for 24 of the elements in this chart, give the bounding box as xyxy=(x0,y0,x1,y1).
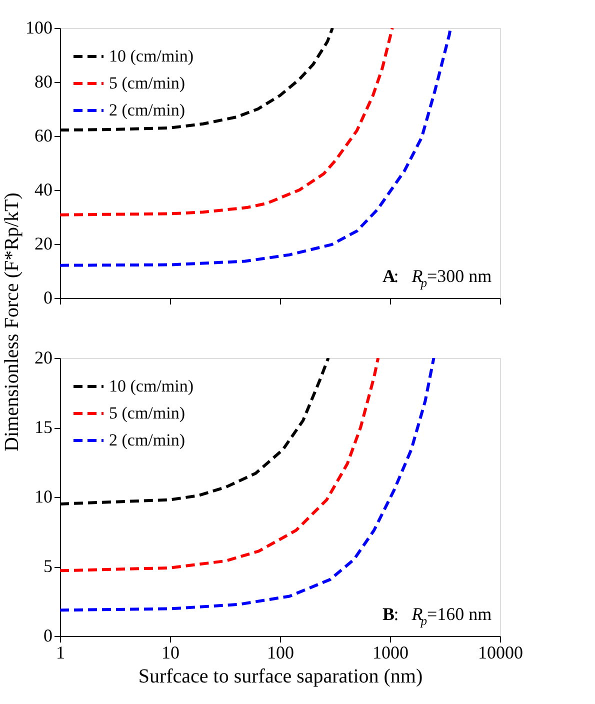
y-tick-label: 5 xyxy=(44,556,52,576)
x-tick-label: 1 xyxy=(56,642,65,662)
y-tick-label: 0 xyxy=(44,288,52,308)
y-tick-label: 60 xyxy=(34,126,52,146)
y-tick-label: 10 xyxy=(34,486,52,506)
y-tick-label: 20 xyxy=(34,348,52,368)
y-tick-label: 0 xyxy=(44,626,52,646)
legend-label: 10 (cm/min) xyxy=(109,46,194,66)
x-tick-label: 10000 xyxy=(478,642,523,662)
x-tick-label: 10 xyxy=(162,642,180,662)
y-tick-label: 15 xyxy=(34,417,52,437)
y-tick-label: 80 xyxy=(34,72,52,92)
legend-label: 5 (cm/min) xyxy=(109,74,186,92)
legend-label: 2 (cm/min) xyxy=(109,100,186,120)
y-axis-title: Dimensionless Force (F*Rp/kT) xyxy=(1,192,23,452)
x-axis-title: Surfcace to surface saparation (nm) xyxy=(138,666,423,688)
legend-label: 2 (cm/min) xyxy=(109,430,186,450)
legend-label: 10 (cm/min) xyxy=(109,376,194,396)
y-tick-label: 40 xyxy=(34,180,52,200)
x-tick-label: 100 xyxy=(267,642,294,662)
legend-label: 5 (cm/min) xyxy=(109,404,186,422)
y-tick-label: 100 xyxy=(26,18,52,38)
x-tick-label: 1000 xyxy=(372,642,408,662)
y-tick-label: 20 xyxy=(34,234,52,254)
